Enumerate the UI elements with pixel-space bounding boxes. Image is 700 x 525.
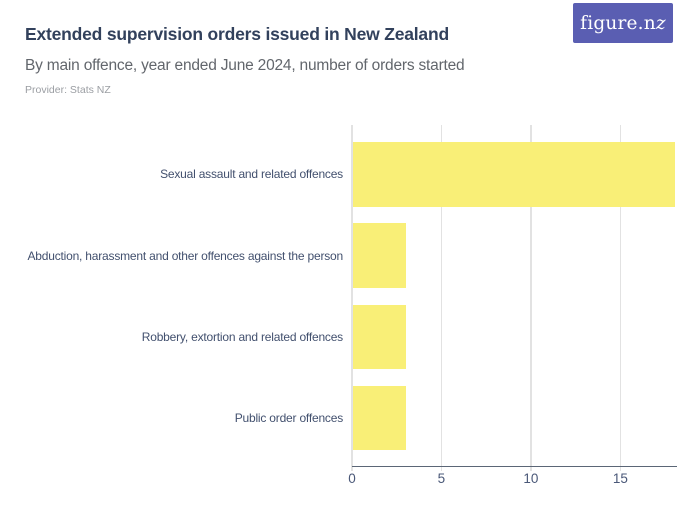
figurenz-logo[interactable]: figure.nz (573, 3, 673, 43)
category-label: Abduction, harassment and other offences… (27, 248, 343, 263)
figurenz-logo-text: figure.nz (580, 12, 666, 34)
logo-swash-z: z (655, 12, 666, 34)
chart-subtitle: By main offence, year ended June 2024, n… (25, 57, 465, 74)
category-label: Robbery, extortion and related offences (141, 329, 343, 344)
gridline (530, 125, 532, 471)
x-axis-line (352, 465, 677, 467)
x-axis-tick-label: 15 (612, 471, 628, 486)
gridline (351, 125, 353, 471)
x-axis-tick-label: 0 (348, 471, 356, 486)
bar (352, 385, 407, 451)
chart-title: Extended supervision orders issued in Ne… (25, 24, 449, 44)
x-axis-tick-label: 5 (437, 471, 446, 486)
bar (352, 142, 675, 207)
category-label: Public order offences (234, 411, 344, 426)
gridline (440, 125, 443, 471)
bar (352, 304, 407, 370)
x-axis-tick-label: 10 (523, 471, 539, 486)
gridline (619, 125, 622, 471)
provider-label: Provider: Stats NZ (25, 84, 111, 96)
category-label: Sexual assault and related offences (160, 167, 343, 182)
bar (352, 223, 407, 288)
